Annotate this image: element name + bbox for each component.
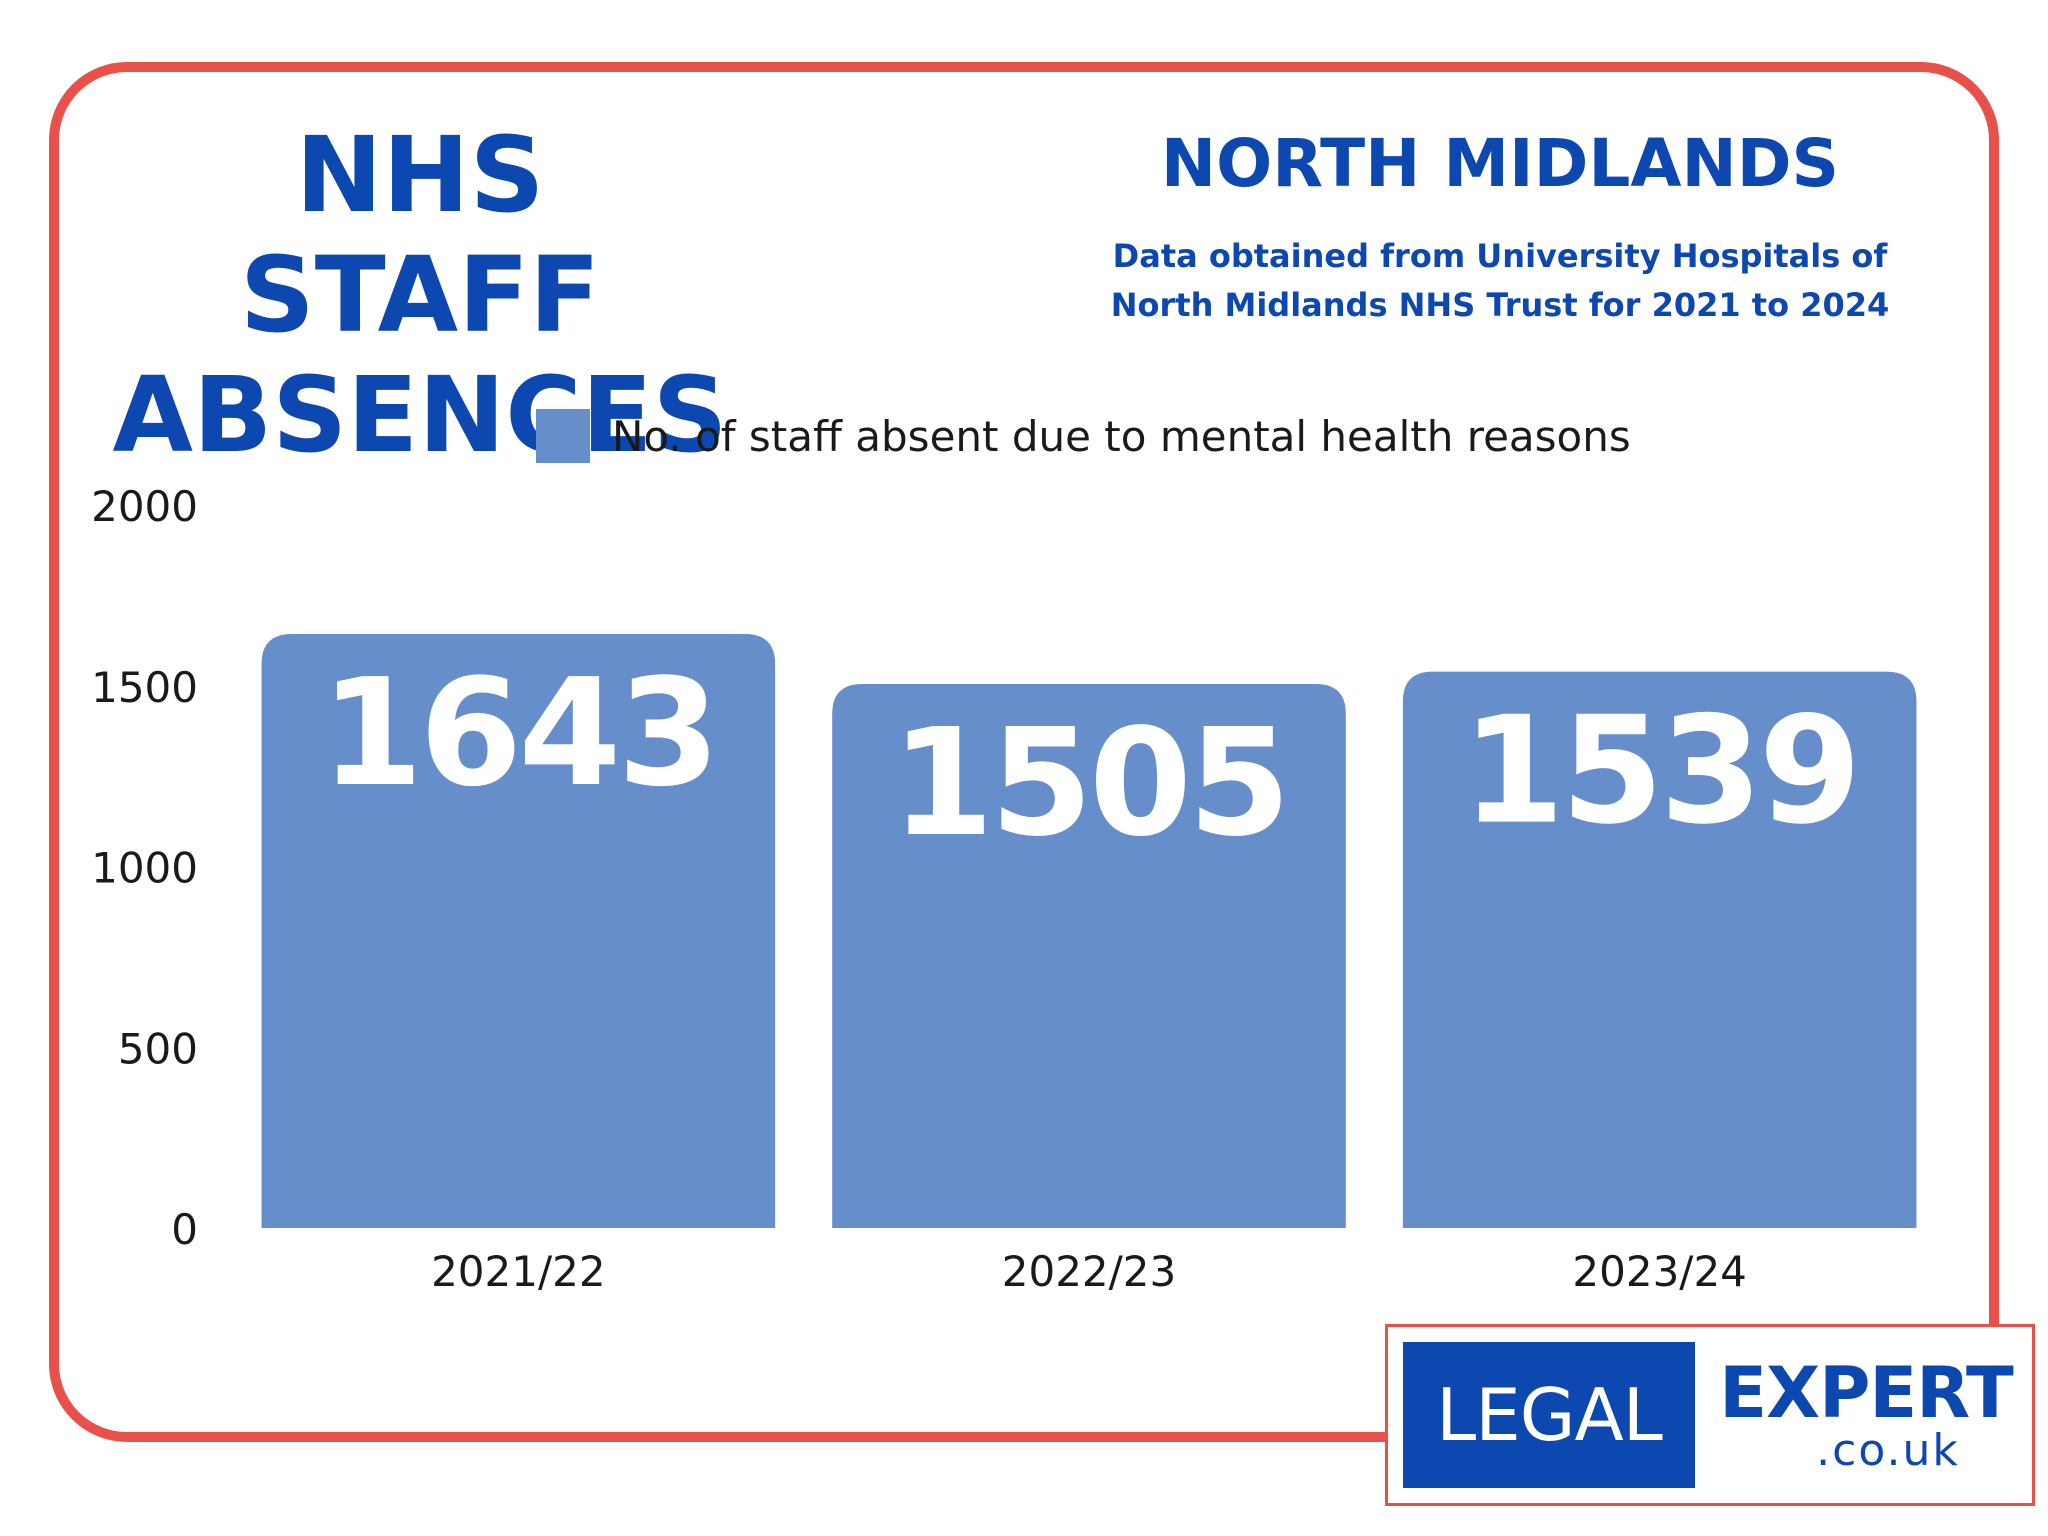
region-heading: NORTH MIDLANDS (1160, 125, 1840, 202)
logo-expert-text: EXPERT (1719, 1352, 2013, 1434)
logo-domain-text: .co.uk (1816, 1425, 1960, 1476)
x-tick-label: 2021/22 (431, 1247, 605, 1296)
y-tick-label: 1500 (91, 663, 198, 712)
source-note: Data obtained from University Hospitals … (1110, 237, 1890, 324)
bar-value-label: 1505 (891, 697, 1287, 869)
bar-2023-24 (1402, 671, 1917, 1228)
x-tick-label: 2022/23 (1002, 1247, 1176, 1296)
legend-label: No. of staff absent due to mental health… (612, 412, 1631, 461)
legend-swatch (536, 409, 590, 463)
y-tick-label: 0 (171, 1205, 198, 1254)
legal-expert-logo: LEGAL EXPERT .co.uk (1385, 1324, 2035, 1506)
y-tick-label: 2000 (91, 482, 198, 531)
y-tick-label: 500 (118, 1024, 198, 1073)
bar-value-label: 1643 (320, 647, 716, 819)
bar-2021-22 (261, 634, 776, 1228)
bar-2022-23 (832, 683, 1346, 1228)
x-tick-label: 2023/24 (1572, 1247, 1746, 1296)
bar-value-label: 1539 (1462, 685, 1858, 857)
page-title: NHS STAFF ABSENCES (112, 114, 728, 476)
logo-legal-text: LEGAL (1403, 1342, 1695, 1488)
y-tick-label: 1000 (91, 844, 198, 893)
card-frame (49, 62, 1999, 1442)
